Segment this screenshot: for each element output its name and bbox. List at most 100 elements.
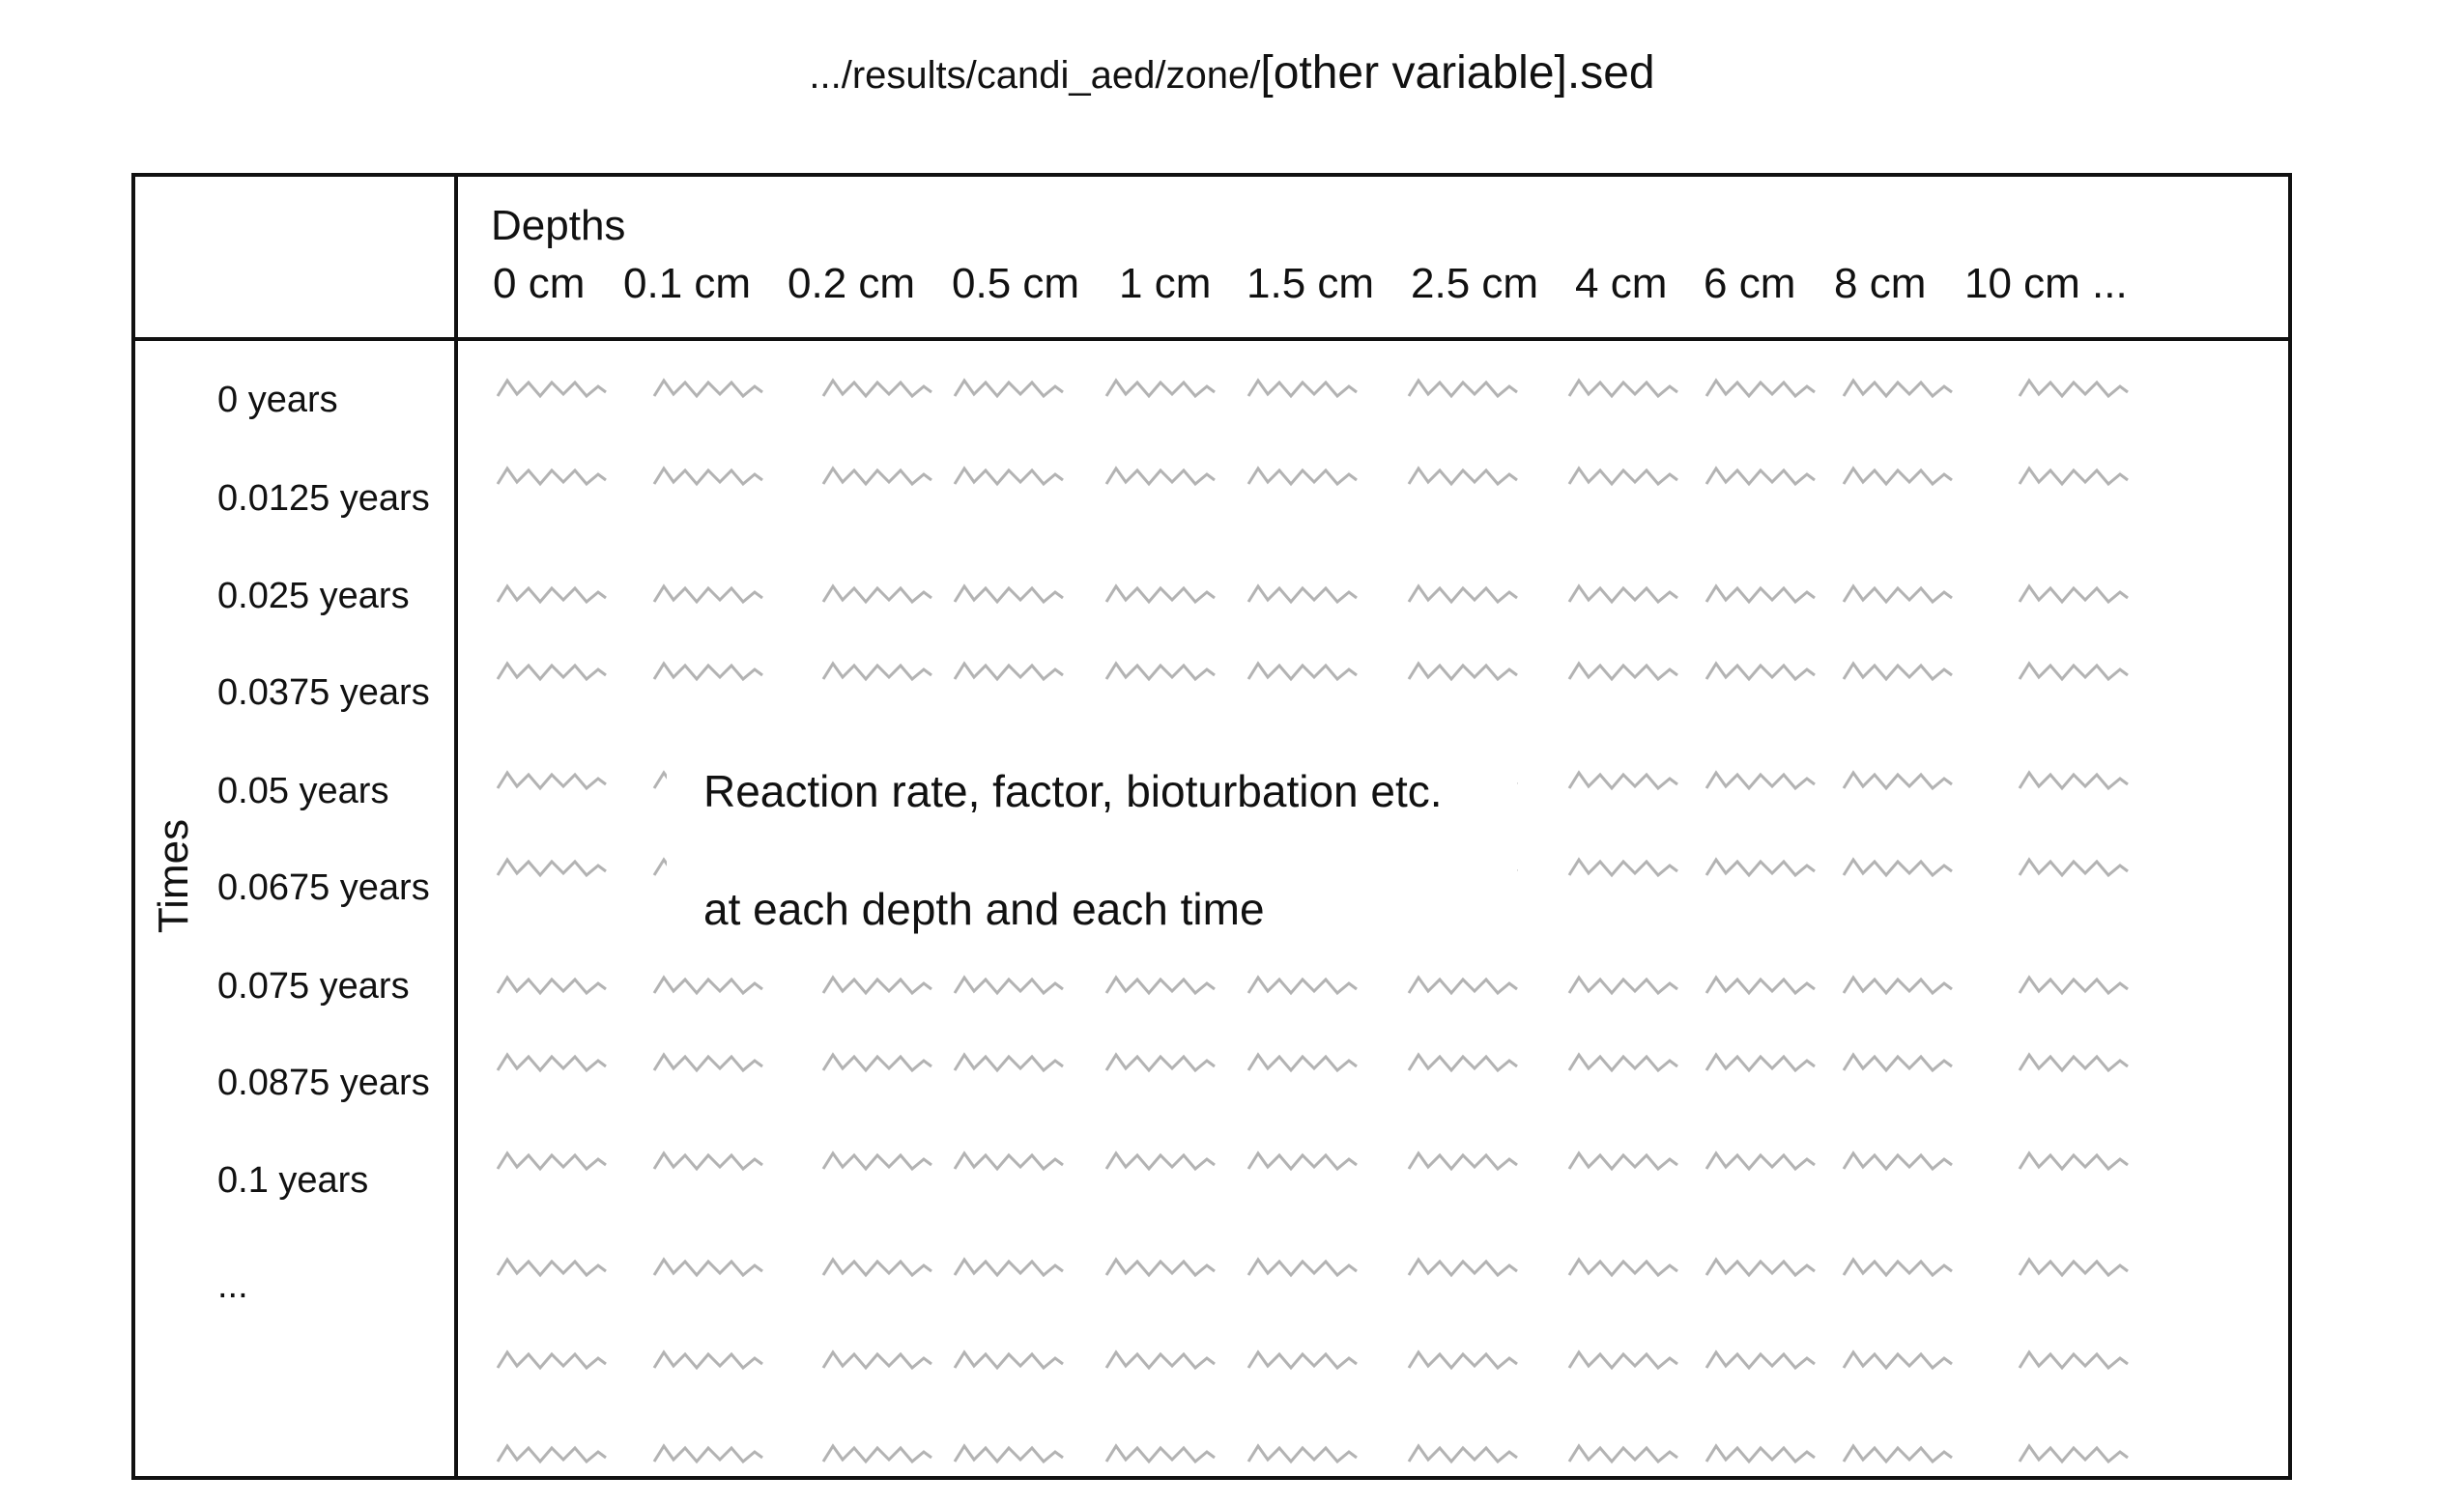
value-placeholder xyxy=(652,378,763,399)
value-placeholder xyxy=(1567,1052,1678,1073)
value-placeholder xyxy=(2018,583,2129,605)
value-placeholder xyxy=(1567,378,1678,399)
depth-label: 8 cm xyxy=(1834,260,1927,307)
value-placeholder xyxy=(1842,1052,1953,1073)
value-placeholder xyxy=(1246,1052,1358,1073)
value-placeholder xyxy=(496,975,607,996)
value-placeholder xyxy=(1407,661,1518,682)
value-placeholder xyxy=(652,583,763,605)
value-placeholder xyxy=(953,1443,1064,1464)
value-placeholder xyxy=(1842,1349,1953,1371)
depth-label: 0 cm xyxy=(493,260,586,307)
value-placeholder xyxy=(1842,975,1953,996)
depth-label: 10 cm ... xyxy=(1964,260,2128,307)
time-label: 0.05 years xyxy=(217,771,389,811)
value-placeholder xyxy=(652,1349,763,1371)
depth-label: 0.5 cm xyxy=(952,260,1080,307)
value-placeholder xyxy=(1842,583,1953,605)
value-placeholder xyxy=(652,975,763,996)
value-placeholder xyxy=(1842,1257,1953,1278)
value-placeholder xyxy=(1104,1052,1216,1073)
time-label: 0.025 years xyxy=(217,576,410,616)
value-placeholder xyxy=(1407,378,1518,399)
value-placeholder xyxy=(1246,583,1358,605)
annotation-box xyxy=(667,744,1517,937)
value-placeholder xyxy=(953,661,1064,682)
value-placeholder xyxy=(821,1349,932,1371)
value-placeholder xyxy=(1407,1257,1518,1278)
value-placeholder xyxy=(1567,1257,1678,1278)
value-placeholder xyxy=(953,1150,1064,1172)
value-placeholder xyxy=(953,378,1064,399)
value-placeholder xyxy=(1842,857,1953,878)
value-placeholder xyxy=(1407,466,1518,487)
depth-label: 4 cm xyxy=(1575,260,1668,307)
value-placeholder xyxy=(652,1443,763,1464)
value-placeholder xyxy=(1705,378,1816,399)
value-placeholder xyxy=(652,1150,763,1172)
value-placeholder xyxy=(1705,1257,1816,1278)
time-label: 0.0875 years xyxy=(217,1063,430,1103)
depth-label: 2.5 cm xyxy=(1411,260,1539,307)
value-placeholder xyxy=(1567,1443,1678,1464)
value-placeholder xyxy=(2018,975,2129,996)
value-placeholder xyxy=(1104,661,1216,682)
value-placeholder xyxy=(496,661,607,682)
value-placeholders xyxy=(496,378,2129,1464)
value-placeholder xyxy=(496,770,607,791)
value-placeholder xyxy=(1104,378,1216,399)
value-placeholder xyxy=(1705,770,1816,791)
value-placeholder xyxy=(1246,1150,1358,1172)
value-placeholder xyxy=(496,1349,607,1371)
value-placeholder xyxy=(2018,1150,2129,1172)
value-placeholder xyxy=(1842,661,1953,682)
value-placeholder xyxy=(1567,1349,1678,1371)
value-placeholder xyxy=(1567,466,1678,487)
value-placeholder xyxy=(1842,1150,1953,1172)
value-placeholder xyxy=(1705,466,1816,487)
value-placeholder xyxy=(652,661,763,682)
value-placeholder xyxy=(821,1052,932,1073)
value-placeholder xyxy=(496,1150,607,1172)
time-label: 0.0125 years xyxy=(217,478,430,519)
file-path: .../results/candi_aed/zone/ xyxy=(809,54,1261,97)
time-label: 0.1 years xyxy=(217,1160,369,1201)
value-placeholder xyxy=(953,466,1064,487)
value-placeholder xyxy=(2018,661,2129,682)
file-path-title: .../results/candi_aed/zone/[other variab… xyxy=(0,50,2464,97)
value-placeholder xyxy=(1567,583,1678,605)
value-placeholder xyxy=(1842,1443,1953,1464)
time-label: ... xyxy=(217,1265,248,1306)
value-placeholder xyxy=(1246,1443,1358,1464)
depth-label: 6 cm xyxy=(1704,260,1796,307)
value-placeholder xyxy=(496,857,607,878)
value-placeholder xyxy=(2018,857,2129,878)
value-placeholder xyxy=(496,1257,607,1278)
value-placeholder xyxy=(652,1052,763,1073)
value-placeholder xyxy=(1104,1443,1216,1464)
value-placeholder xyxy=(1104,1349,1216,1371)
value-placeholder xyxy=(1567,1150,1678,1172)
value-placeholder xyxy=(953,1349,1064,1371)
value-placeholder xyxy=(1407,583,1518,605)
value-placeholder xyxy=(1407,1349,1518,1371)
value-placeholder xyxy=(821,1257,932,1278)
value-placeholder xyxy=(496,1052,607,1073)
value-placeholder xyxy=(1567,661,1678,682)
value-placeholder xyxy=(1705,1443,1816,1464)
value-placeholder xyxy=(1407,975,1518,996)
value-placeholder xyxy=(652,466,763,487)
value-placeholder xyxy=(953,583,1064,605)
value-placeholder xyxy=(821,583,932,605)
value-placeholder xyxy=(496,583,607,605)
value-placeholder xyxy=(1705,583,1816,605)
value-placeholder xyxy=(821,466,932,487)
depth-label: 0.2 cm xyxy=(788,260,916,307)
value-placeholder xyxy=(1705,661,1816,682)
depth-label: 1 cm xyxy=(1119,260,1212,307)
value-placeholder xyxy=(1842,770,1953,791)
value-placeholder xyxy=(821,1443,932,1464)
depth-label: 0.1 cm xyxy=(623,260,752,307)
value-placeholder xyxy=(1567,857,1678,878)
value-placeholder xyxy=(1705,975,1816,996)
